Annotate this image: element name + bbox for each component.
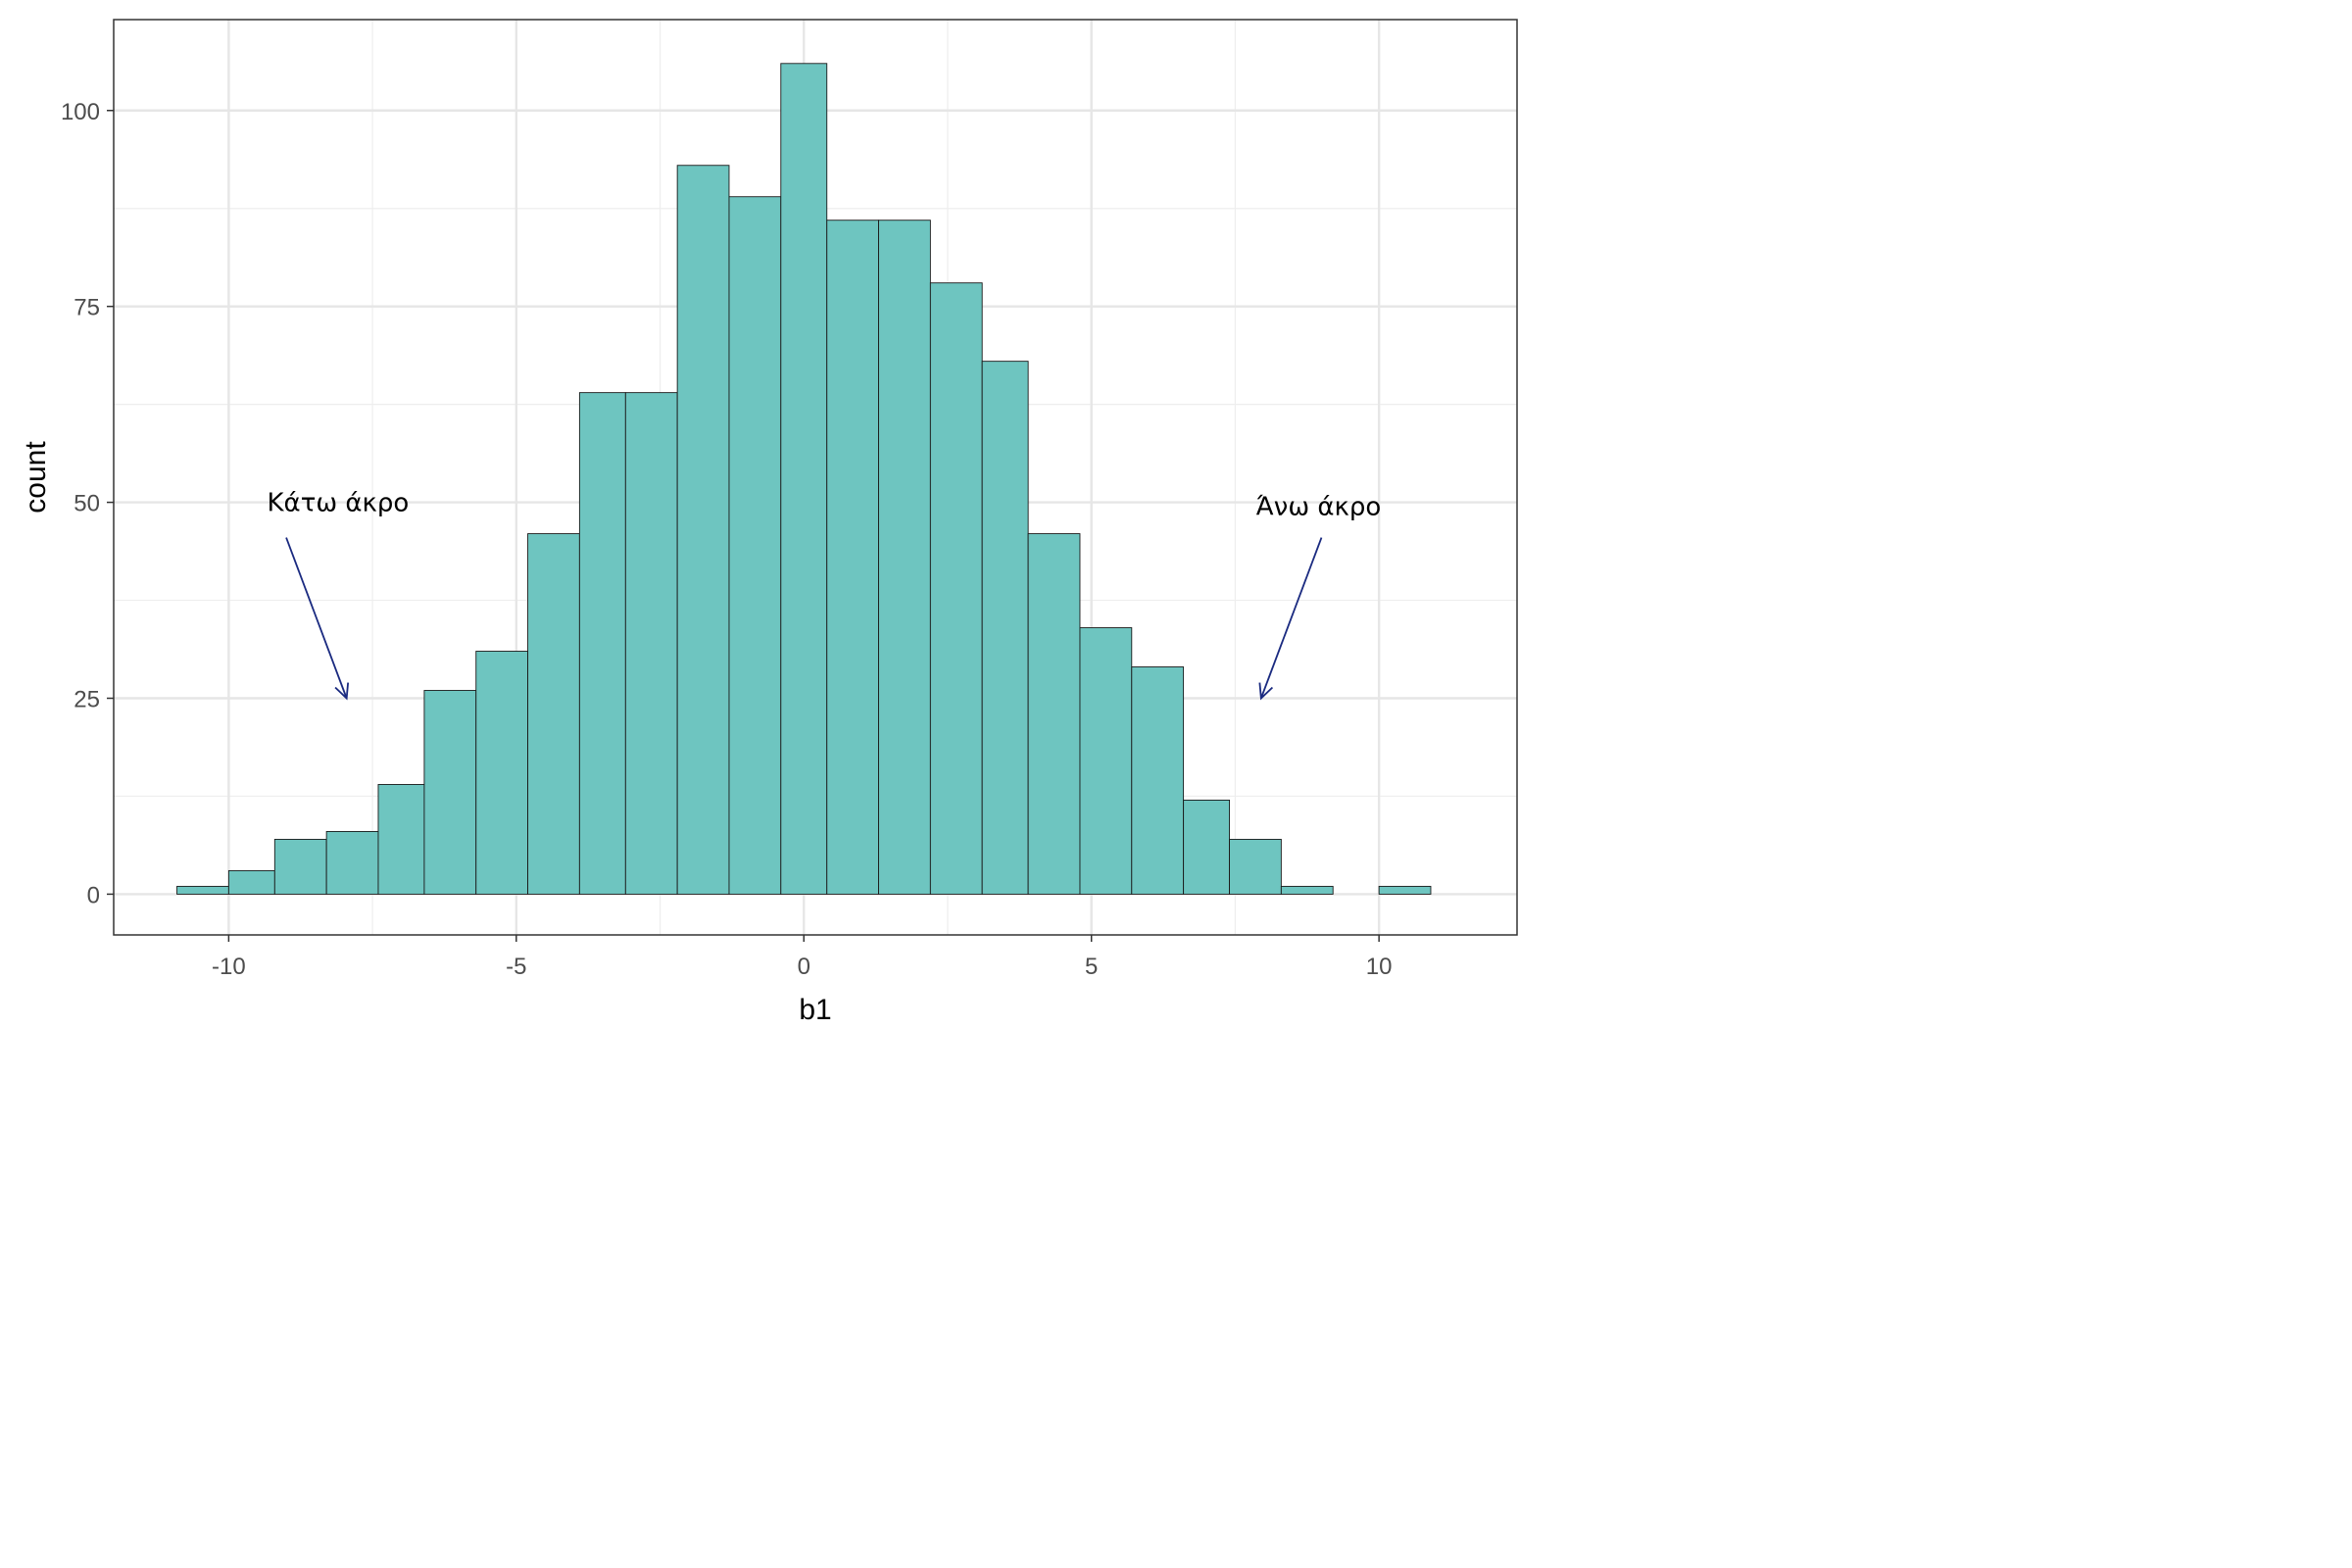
histogram-bar	[981, 361, 1029, 895]
y-tick-label: 75	[74, 295, 100, 321]
histogram-bar	[377, 784, 425, 895]
histogram-bar	[1229, 838, 1282, 895]
x-tick-label: -10	[212, 954, 246, 980]
histogram-chart: Κάτω άκρο Άνω άκρο -10 -5 0 5 10 0 25 50 75 100 b…	[20, 19, 1518, 1026]
panel-border	[113, 19, 1518, 936]
annotation-label: Κάτω άκρο	[268, 489, 410, 518]
x-tick-label: 5	[1085, 954, 1098, 980]
histogram-bar	[578, 392, 626, 895]
y-axis: 0 25 50 75 100	[61, 99, 114, 908]
histogram-bar	[325, 830, 379, 895]
annotation-arrow-line	[285, 537, 348, 699]
histogram-bar	[929, 282, 983, 895]
x-tick-label: 10	[1366, 954, 1393, 980]
x-axis-title: b1	[799, 994, 831, 1026]
histogram-bar	[273, 838, 327, 895]
y-axis-title: count	[20, 441, 52, 514]
y-tick-label: 100	[61, 99, 100, 125]
histogram-bar	[1183, 800, 1231, 895]
y-tick-label: 25	[74, 687, 100, 713]
y-tick-label: 0	[87, 882, 100, 908]
histogram-bar	[1027, 533, 1081, 895]
x-tick-label: 0	[798, 954, 810, 980]
histogram-bar	[475, 651, 529, 895]
annotations: Κάτω άκρο Άνω άκρο	[268, 489, 1381, 701]
histogram-bar	[728, 196, 782, 895]
histogram-bar	[227, 869, 275, 895]
histogram-bar	[1131, 666, 1185, 895]
x-axis: -10 -5 0 5 10	[212, 935, 1392, 980]
y-tick-label: 50	[74, 491, 100, 517]
histogram-bar	[624, 392, 678, 895]
histogram-bars	[176, 63, 1432, 895]
histogram-bar	[676, 165, 730, 895]
histogram-bar	[176, 885, 229, 895]
annotation-arrow-head	[334, 682, 350, 701]
annotation-label: Άνω άκρο	[1256, 493, 1381, 522]
histogram-bar	[527, 533, 580, 895]
histogram-bar	[1378, 885, 1432, 895]
annotation-arrow-head	[1258, 682, 1274, 701]
histogram-bar	[780, 63, 828, 895]
histogram-bar	[826, 220, 880, 895]
histogram-bar	[1280, 885, 1334, 895]
annotation-arrow-line	[1259, 537, 1323, 699]
histogram-bar	[423, 690, 477, 895]
histogram-bar	[1079, 627, 1133, 895]
x-tick-label: -5	[506, 954, 526, 980]
histogram-bar	[878, 220, 931, 895]
